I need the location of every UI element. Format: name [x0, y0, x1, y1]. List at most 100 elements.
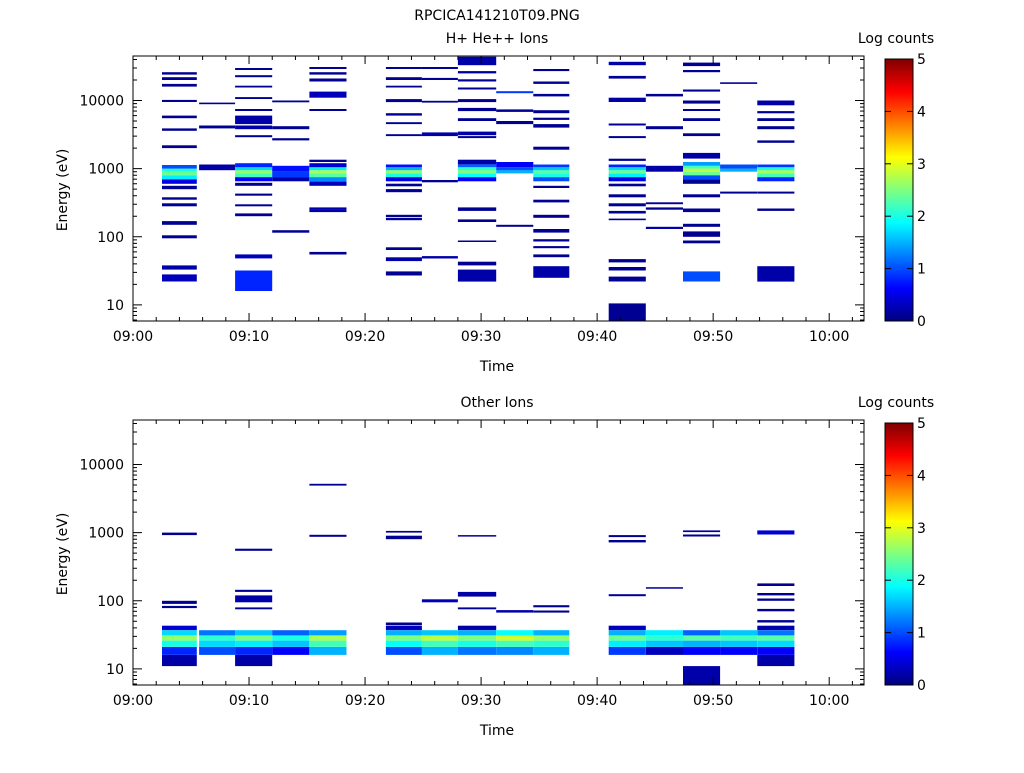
x-axis-label: Time — [479, 723, 514, 739]
heatmap-cell — [162, 630, 197, 636]
y-tick-label: 10 — [106, 298, 124, 314]
axes: 09:00 09:10 09:20 09:30 09:40 09:50 10:00 10 100… — [79, 55, 865, 345]
heatmap-cell — [309, 67, 347, 69]
heatmap-cell — [457, 535, 497, 537]
heatmap-cell — [683, 70, 721, 73]
heatmap-cell — [720, 191, 758, 194]
axes: 09:00 09:10 09:20 09:30 09:40 09:50 10:00 10 100… — [79, 419, 865, 709]
heatmap-cell — [496, 162, 534, 168]
heatmap-cell — [309, 173, 347, 178]
heatmap-cell — [309, 483, 347, 486]
heatmap-cell — [162, 655, 197, 667]
heatmap-cell — [683, 635, 721, 641]
heatmap-cell — [235, 97, 273, 99]
heatmap-cell — [683, 666, 721, 685]
heatmap-cell — [309, 209, 347, 213]
heatmap-cell — [385, 214, 422, 217]
heatmap-cell — [235, 607, 273, 610]
heatmap-cell — [272, 126, 310, 130]
heatmap-cell — [757, 593, 795, 596]
heatmap-cell — [645, 646, 683, 655]
heatmap-cell — [683, 162, 721, 166]
heatmap-cell — [533, 199, 570, 203]
heatmap-cell — [385, 85, 422, 88]
heatmap-cell — [309, 630, 347, 636]
heatmap-cell — [457, 136, 497, 139]
heatmap-cell — [496, 91, 534, 94]
heatmap-cell — [757, 173, 795, 178]
heatmap-cell — [199, 646, 236, 655]
heatmap-cell — [683, 530, 721, 533]
heatmap-cell — [757, 646, 795, 655]
heatmap-cell — [309, 640, 347, 647]
heatmap-cell — [162, 168, 197, 172]
heatmap-cell — [162, 128, 197, 131]
heatmap-cell — [162, 203, 197, 207]
heatmap-cell — [496, 640, 534, 647]
heatmap-cell — [162, 274, 197, 282]
heatmap-cell — [608, 276, 646, 282]
heatmap-cell — [162, 221, 197, 225]
heatmap-cell — [645, 226, 683, 229]
heatmap-cell — [235, 75, 273, 78]
heatmap-cell — [683, 271, 721, 282]
heatmap-cell — [720, 640, 758, 647]
heatmap-cell — [457, 219, 497, 222]
heatmap-cell — [457, 99, 497, 103]
heatmap-cell — [457, 71, 497, 74]
heatmap-cell — [309, 170, 347, 174]
heatmap-cell — [162, 171, 197, 176]
heatmap-cell — [533, 229, 570, 233]
heatmap-cell — [162, 77, 197, 80]
heatmap-cell — [757, 655, 795, 667]
y-tick-label: 100 — [97, 230, 124, 246]
x-tick-label: 09:40 — [577, 329, 617, 345]
heatmap-cell — [608, 635, 646, 641]
x-tick-label: 10:00 — [809, 693, 849, 709]
heatmap-cell — [720, 164, 758, 169]
heatmap-cell — [533, 646, 570, 655]
colorbar-tick-label: 2 — [917, 573, 926, 589]
colorbar-tick-label: 1 — [917, 626, 926, 642]
heatmap-cell — [457, 118, 497, 121]
heatmap-cell — [720, 168, 758, 172]
heatmap-cell — [757, 167, 795, 171]
heatmap-cell — [385, 189, 422, 193]
heatmap-cell — [457, 269, 497, 282]
heatmap-cell — [496, 610, 534, 613]
heatmap-cell — [720, 646, 758, 655]
heatmap-cell — [496, 635, 534, 641]
colorbar-gradient — [884, 422, 914, 686]
heatmap-cell — [162, 265, 197, 270]
heatmap-cell — [272, 100, 310, 103]
heatmap-cell — [272, 171, 310, 178]
heatmap-cell — [162, 99, 197, 102]
heatmap-cell — [683, 179, 721, 184]
heatmap-cell — [757, 140, 795, 143]
heatmap-cell — [162, 175, 197, 180]
heatmap-cell — [421, 256, 458, 259]
heatmap-cell — [496, 646, 534, 655]
heatmap-cell — [457, 630, 497, 636]
x-tick-label: 09:30 — [461, 693, 501, 709]
heatmap-cell — [385, 625, 422, 631]
heatmap-cell — [533, 605, 570, 608]
heatmap-cell — [235, 193, 273, 196]
heatmap-cell — [309, 163, 347, 168]
heatmap-cell — [385, 635, 422, 641]
heatmap-cell — [533, 185, 570, 188]
heatmap-cell — [608, 97, 646, 102]
heatmap-cell — [608, 303, 646, 321]
panel-other-ions: Other Ions Time Energy (eV) Log counts 0… — [55, 395, 934, 739]
heatmap-cell — [309, 646, 347, 655]
heatmap-cell — [162, 179, 197, 184]
heatmap-cell — [421, 67, 458, 69]
heatmap-cell — [608, 594, 646, 597]
heatmap-cell — [533, 167, 570, 171]
heatmap-cell — [608, 136, 646, 139]
heatmap-cell — [533, 173, 570, 178]
heatmap-cell — [645, 202, 683, 205]
heatmap-cell — [385, 167, 422, 171]
heatmap-cell — [272, 630, 310, 636]
heatmap-cell — [683, 231, 721, 237]
